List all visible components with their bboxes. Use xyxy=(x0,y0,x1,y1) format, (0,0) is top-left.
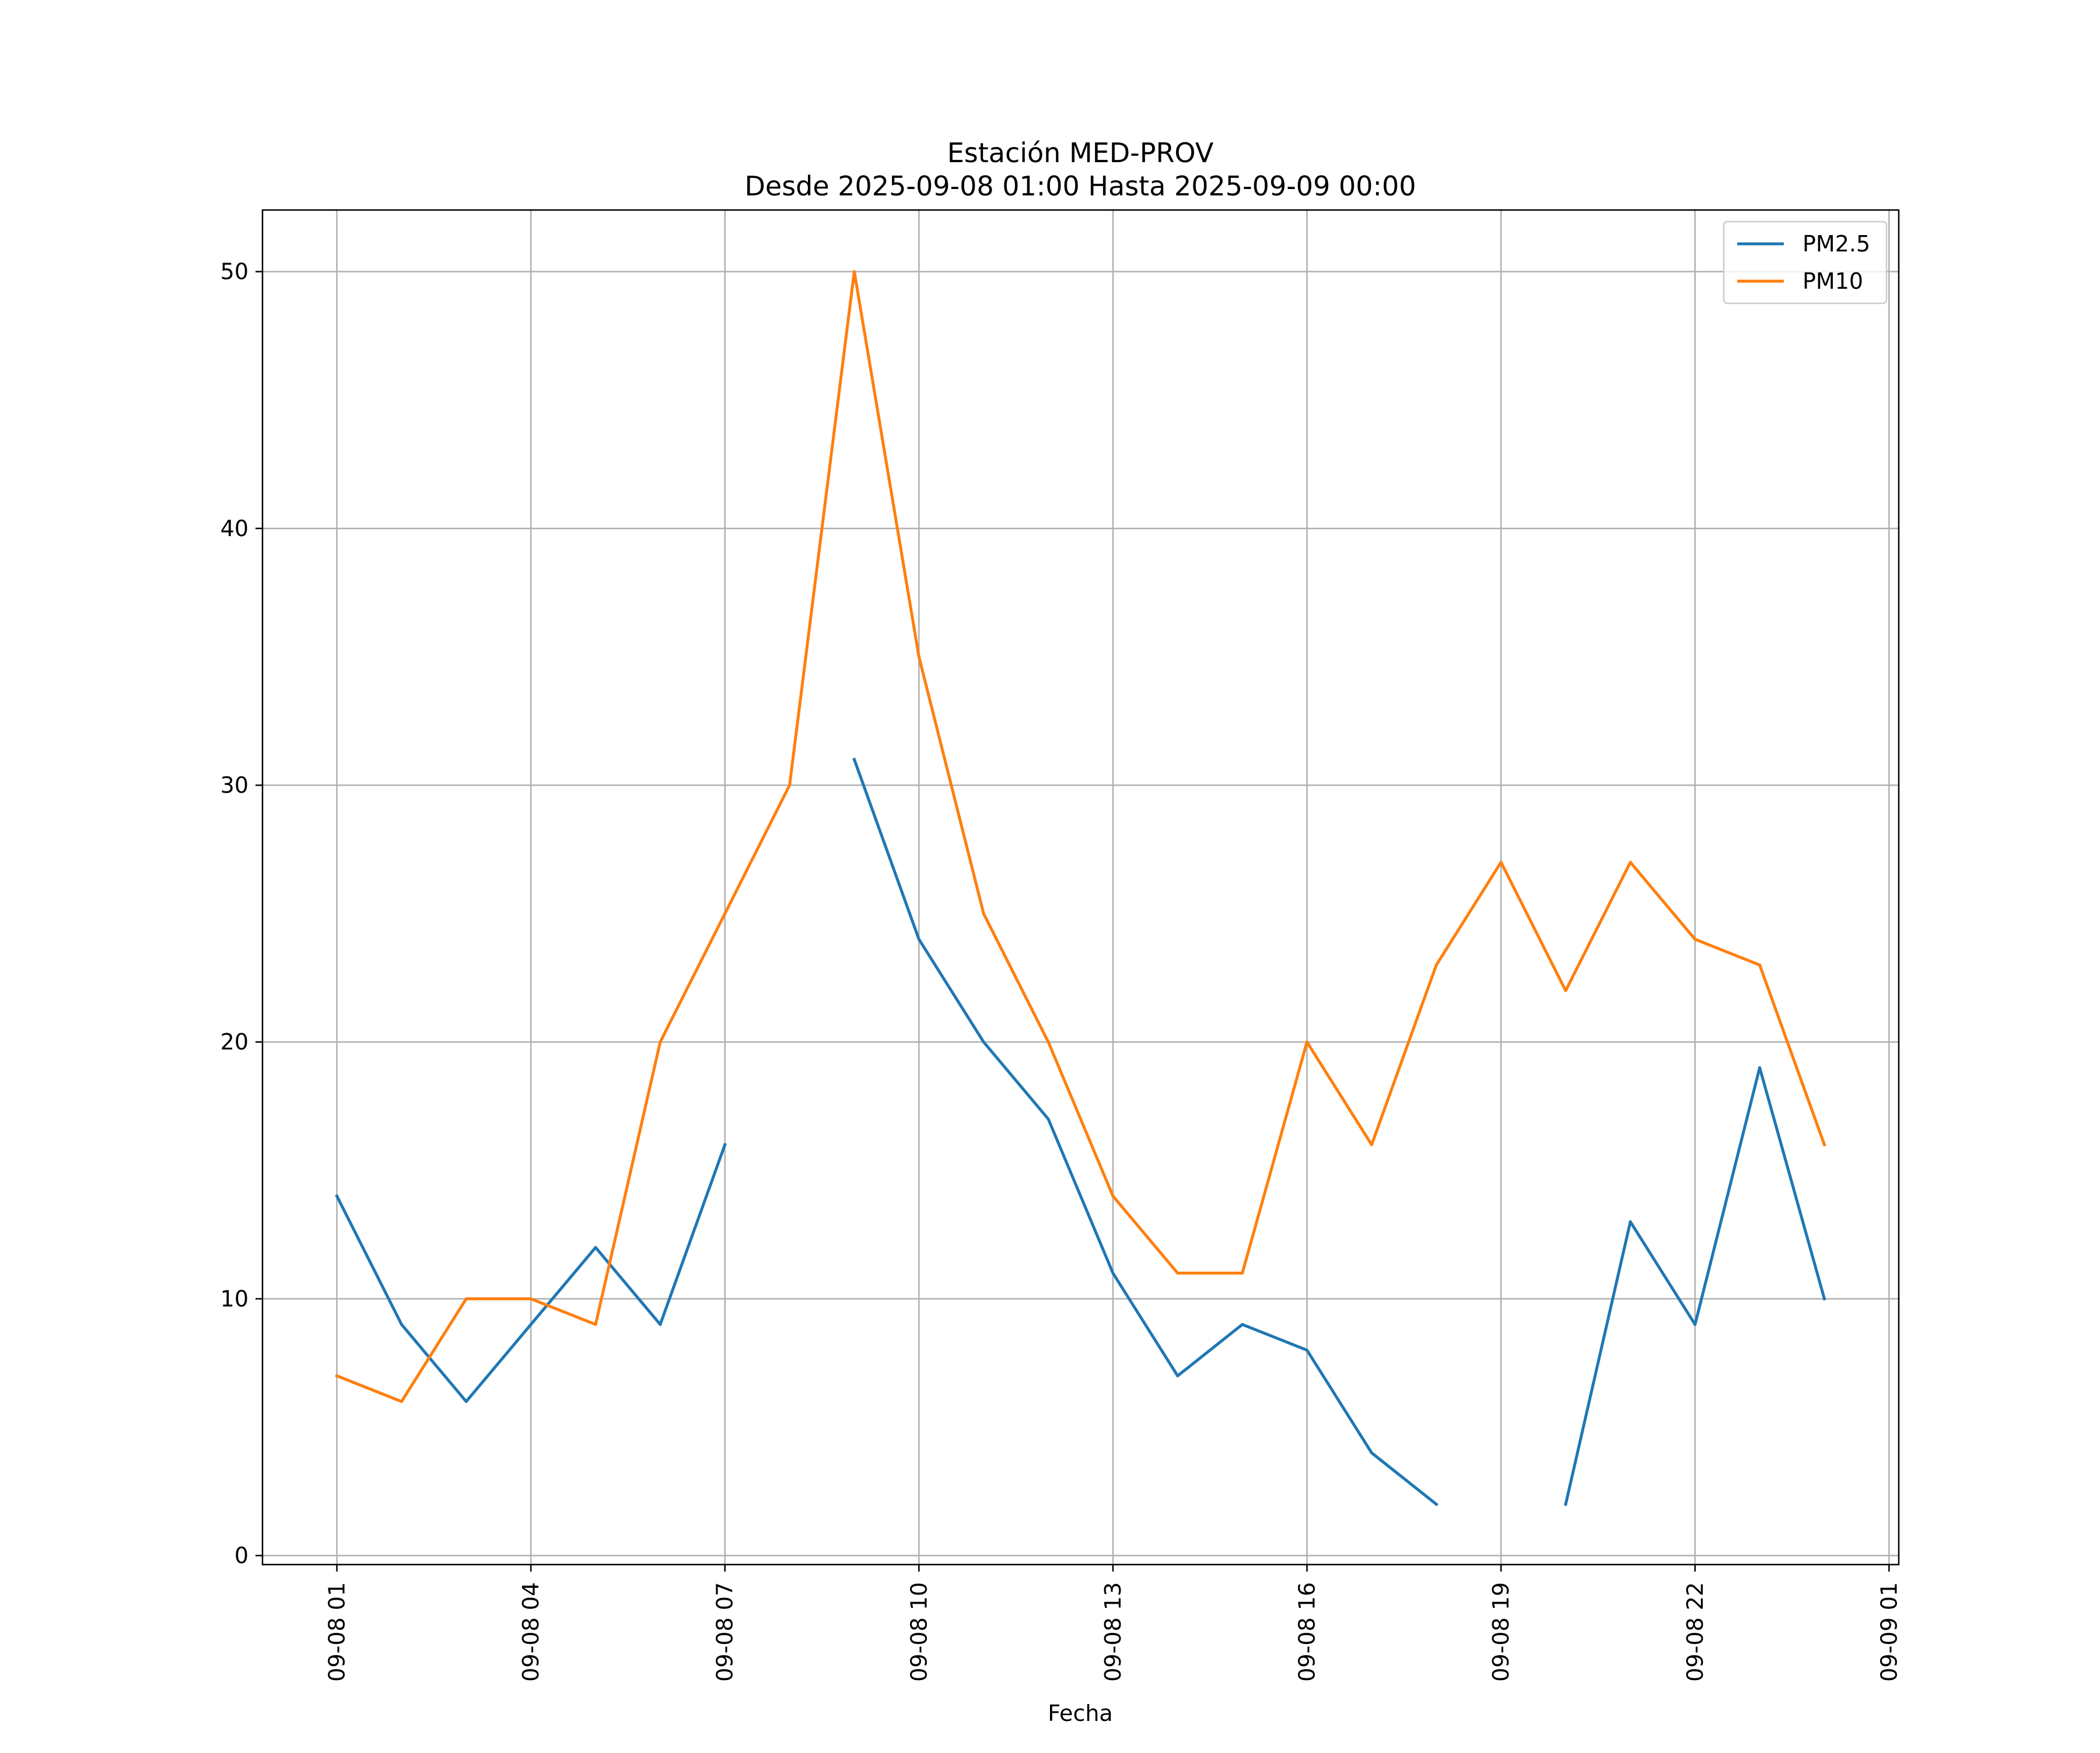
data-point xyxy=(1629,860,1632,864)
grid xyxy=(262,210,1899,1565)
y-tick-label: 50 xyxy=(220,259,249,285)
data-point xyxy=(1370,1451,1373,1455)
data-point xyxy=(659,1322,662,1326)
series-line xyxy=(335,270,1826,1403)
data-point xyxy=(1241,1271,1244,1275)
x-tick-label: 09-08 22 xyxy=(1682,1582,1708,1682)
data-point xyxy=(1499,860,1503,864)
data-point xyxy=(1306,1348,1309,1352)
data-point xyxy=(1176,1271,1180,1275)
data-point xyxy=(1823,1297,1826,1300)
series-pm2-5 xyxy=(335,757,1826,1507)
y-tick-label: 40 xyxy=(220,516,249,541)
data-point xyxy=(1111,1194,1115,1198)
data-point xyxy=(1111,1271,1115,1275)
y-tick-label: 20 xyxy=(220,1029,249,1055)
data-point xyxy=(982,912,985,915)
y-tick-label: 0 xyxy=(235,1543,249,1569)
data-point xyxy=(529,1322,533,1326)
series-lines xyxy=(335,270,1826,1507)
data-point xyxy=(400,1399,403,1403)
y-tick-label: 10 xyxy=(220,1286,249,1311)
x-tick-label: 09-09 01 xyxy=(1876,1582,1902,1682)
data-point xyxy=(1629,1220,1632,1223)
chart-subtitle: Desde 2025-09-08 01:00 Hasta 2025-09-09 … xyxy=(744,170,1416,202)
data-point xyxy=(1758,963,1762,967)
x-tick-label: 09-08 19 xyxy=(1488,1582,1514,1682)
plot-frame xyxy=(261,209,1900,1566)
data-point xyxy=(917,937,921,941)
data-point xyxy=(1693,937,1697,941)
data-point xyxy=(594,1322,597,1326)
data-point xyxy=(852,270,856,274)
x-axis-label: Fecha xyxy=(1048,1700,1112,1726)
data-point xyxy=(1241,1322,1244,1326)
legend-label: PM10 xyxy=(1803,268,1863,294)
data-point xyxy=(1306,1040,1309,1044)
legend-box xyxy=(1723,221,1888,305)
series-pm10 xyxy=(335,270,1826,1403)
data-point xyxy=(788,783,792,787)
data-point xyxy=(982,1040,985,1044)
chart-title: Estación MED-PROV xyxy=(947,137,1214,169)
legend-label: PM2.5 xyxy=(1803,231,1870,257)
data-point xyxy=(529,1297,533,1300)
x-tick-label: 09-08 10 xyxy=(906,1582,932,1682)
data-point xyxy=(1434,1503,1438,1506)
x-tick-label: 09-08 07 xyxy=(712,1582,738,1682)
data-point xyxy=(1564,1503,1567,1506)
data-point xyxy=(335,1194,338,1198)
data-point xyxy=(335,1374,338,1377)
axis-ticks: 09-08 01 09-08 04 09-08 07 09-08 10 09-08 13… xyxy=(220,259,1902,1682)
x-tick-label: 09-08 16 xyxy=(1294,1582,1320,1682)
data-point xyxy=(659,1040,662,1044)
legend: PM2.5 PM10 xyxy=(1723,221,1888,305)
data-point xyxy=(464,1297,468,1300)
data-point xyxy=(1693,1322,1697,1326)
data-point xyxy=(852,758,856,761)
data-point xyxy=(400,1322,403,1326)
x-tick-label: 09-08 01 xyxy=(324,1582,350,1682)
data-point xyxy=(917,655,921,659)
data-point xyxy=(1176,1374,1180,1377)
data-point xyxy=(1434,963,1438,967)
data-point xyxy=(723,1143,727,1146)
data-point xyxy=(1758,1066,1762,1069)
data-point xyxy=(464,1399,468,1403)
data-point xyxy=(594,1245,597,1249)
data-point xyxy=(1564,989,1567,992)
x-tick-label: 09-08 13 xyxy=(1100,1582,1126,1682)
data-point xyxy=(1046,1117,1050,1121)
data-point xyxy=(1046,1040,1050,1044)
x-tick-label: 09-08 04 xyxy=(518,1582,544,1682)
data-point xyxy=(1823,1143,1826,1146)
data-point xyxy=(723,912,727,915)
data-point xyxy=(1370,1143,1373,1146)
y-tick-label: 30 xyxy=(220,772,249,798)
